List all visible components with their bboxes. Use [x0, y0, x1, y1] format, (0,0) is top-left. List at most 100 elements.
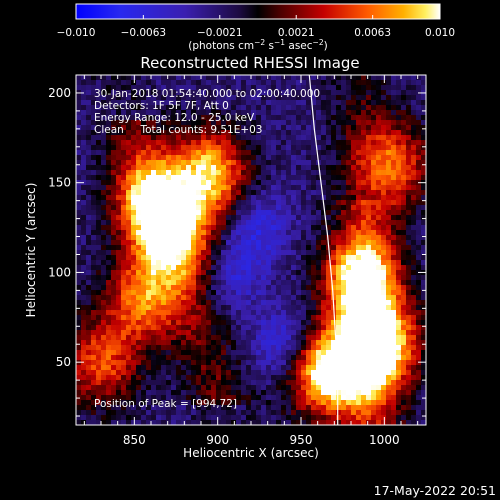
heatmap-cell: [226, 405, 232, 411]
heatmap-cell: [281, 235, 287, 241]
heatmap-cell: [311, 240, 317, 246]
heatmap-cell: [141, 360, 147, 366]
heatmap-cell: [331, 125, 337, 131]
heatmap-cell: [386, 180, 392, 186]
heatmap-cell: [96, 240, 102, 246]
heatmap-cell: [131, 420, 137, 425]
heatmap-cell: [81, 385, 87, 391]
heatmap-cell: [96, 125, 102, 131]
heatmap-cell: [371, 300, 377, 306]
heatmap-cell: [111, 235, 117, 241]
heatmap-cell: [121, 280, 127, 286]
heatmap-cell: [301, 365, 307, 371]
heatmap-cell: [241, 155, 247, 161]
heatmap-cell: [336, 310, 342, 316]
heatmap-cell: [236, 205, 242, 211]
heatmap-cell: [236, 100, 242, 106]
heatmap-cell: [81, 245, 87, 251]
x-axis: 850 900 950 1000: [83, 75, 419, 447]
heatmap-cell: [81, 290, 87, 296]
heatmap-cell: [256, 195, 262, 201]
heatmap-cell: [206, 365, 212, 371]
heatmap-cell: [301, 415, 307, 421]
heatmap-cell: [86, 365, 92, 371]
heatmap-cell: [206, 115, 212, 121]
heatmap-cell: [326, 170, 332, 176]
heatmap-cell: [146, 230, 152, 236]
heatmap-cell: [316, 175, 322, 181]
heatmap-cell: [126, 145, 132, 151]
heatmap-cell: [221, 180, 227, 186]
heatmap-cell: [131, 170, 137, 176]
heatmap-cell: [111, 305, 117, 311]
heatmap-cell: [181, 340, 187, 346]
heatmap-cell: [311, 195, 317, 201]
heatmap-cell: [346, 265, 352, 271]
heatmap-cell: [221, 245, 227, 251]
heatmap-cell: [76, 125, 82, 131]
heatmap-cell: [376, 285, 382, 291]
heatmap-cell: [151, 100, 157, 106]
heatmap-cell: [321, 110, 327, 116]
heatmap-cell: [276, 340, 282, 346]
heatmap-cell: [231, 355, 237, 361]
heatmap-cell: [86, 115, 92, 121]
heatmap-cell: [126, 115, 132, 121]
heatmap-cell: [196, 265, 202, 271]
heatmap-cell: [131, 120, 137, 126]
heatmap-cell: [386, 240, 392, 246]
heatmap-cell: [271, 385, 277, 391]
heatmap-cell: [286, 145, 292, 151]
heatmap-cell: [371, 265, 377, 271]
heatmap-cell: [376, 220, 382, 226]
heatmap-cell: [316, 245, 322, 251]
heatmap-cell: [321, 375, 327, 381]
heatmap-cell: [181, 255, 187, 261]
heatmap-cell: [276, 360, 282, 366]
heatmap-cell: [346, 225, 352, 231]
heatmap-cell: [331, 265, 337, 271]
heatmap-cell: [421, 355, 426, 361]
heatmap-cell: [231, 420, 237, 425]
heatmap-cell: [381, 155, 387, 161]
heatmap-cell: [231, 400, 237, 406]
heatmap-cell: [136, 130, 142, 136]
heatmap-cell: [391, 285, 397, 291]
heatmap-cell: [321, 345, 327, 351]
heatmap-cell: [401, 370, 407, 376]
heatmap-cell: [101, 415, 107, 421]
heatmap-cell: [271, 115, 277, 121]
heatmap-cell: [116, 250, 122, 256]
heatmap-cell: [261, 215, 267, 221]
heatmap-cell: [271, 245, 277, 251]
heatmap-cell: [261, 175, 267, 181]
heatmap-cell: [141, 260, 147, 266]
heatmap-cell: [346, 85, 352, 91]
heatmap-cell: [391, 320, 397, 326]
heatmap-cell: [416, 75, 422, 81]
heatmap-cell: [136, 390, 142, 396]
heatmap-cell: [201, 220, 207, 226]
heatmap-cell: [401, 75, 407, 81]
heatmap-cell: [311, 90, 317, 96]
heatmap-cell: [366, 405, 372, 411]
heatmap-cell: [351, 415, 357, 421]
heatmap-cell: [286, 325, 292, 331]
heatmap-cell: [231, 260, 237, 266]
heatmap-cell: [401, 220, 407, 226]
heatmap-cell: [296, 260, 302, 266]
heatmap-cell: [336, 130, 342, 136]
heatmap-cell: [116, 120, 122, 126]
heatmap-cell: [161, 380, 167, 386]
heatmap-cell: [376, 165, 382, 171]
heatmap-cell: [361, 270, 367, 276]
heatmap-cell: [401, 230, 407, 236]
heatmap-cell: [96, 80, 102, 86]
heatmap-cell: [196, 150, 202, 156]
heatmap-cell: [106, 315, 112, 321]
heatmap-cell: [271, 150, 277, 156]
heatmap-cell: [121, 110, 127, 116]
heatmap-cell: [361, 110, 367, 116]
heatmap-cell: [336, 245, 342, 251]
heatmap-cell: [76, 220, 82, 226]
